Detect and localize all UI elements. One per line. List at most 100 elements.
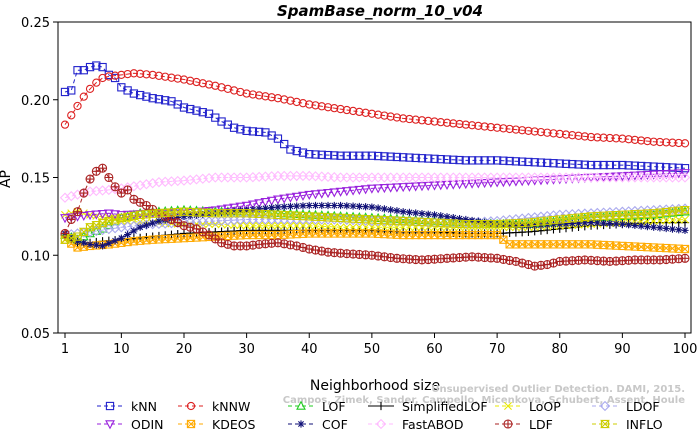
citation-line-2: Campos, Zimek, Sander, Campello, Micenko… [283,395,685,406]
data-point [543,158,552,168]
x-tick-label: 10 [113,342,130,357]
data-point [248,90,258,99]
data-point [518,157,527,166]
data-point [192,211,201,219]
data-point [668,216,677,225]
data-point [612,220,620,228]
data-point [474,217,482,225]
data-point [574,160,583,169]
data-point [255,221,264,230]
data-point [248,221,257,230]
data-point [392,152,402,162]
data-point [298,99,308,108]
data-point [336,151,345,160]
data-point [92,61,101,70]
data-point [298,221,307,230]
data-point [199,210,207,219]
data-point [411,115,420,124]
series-ldf [60,163,690,271]
data-point [674,215,683,224]
series-line [64,72,686,144]
legend-swatch-marker [186,401,196,411]
legend-swatch-marker [105,420,115,430]
data-point [286,96,295,105]
data-point [255,205,263,213]
series-inflo [60,206,690,244]
x-tick-label: 1 [61,342,69,357]
data-point [455,155,464,165]
data-point [267,93,276,102]
data-point [561,130,571,139]
data-point [310,190,321,200]
data-point [305,150,314,159]
data-point [229,203,240,213]
data-point [681,215,689,224]
data-point [97,210,108,220]
legend-item-loop: LoOP [495,399,561,414]
legend-label: LoOP [529,399,561,414]
data-point [518,126,527,135]
data-point [148,94,157,103]
data-point [674,138,683,148]
data-point [229,86,239,95]
data-point [311,222,320,231]
data-point [636,210,647,220]
data-point [73,101,82,111]
data-point [661,208,672,218]
data-point [467,156,477,165]
data-point [556,220,564,228]
data-point [85,174,95,184]
data-point [424,210,432,218]
x-tick-label: 50 [364,342,381,357]
data-point [161,72,170,81]
data-point [630,161,640,170]
data-point [593,160,602,170]
data-point [355,202,363,211]
data-point [599,219,608,227]
data-point [648,209,659,219]
data-point [324,222,333,231]
data-point [149,219,157,227]
data-point [637,222,645,230]
data-point [280,139,289,149]
data-point [186,76,195,85]
data-point [680,244,690,254]
data-point [580,160,589,169]
data-point [60,87,70,97]
data-point [343,202,351,210]
data-point [298,148,308,157]
data-point [655,137,665,147]
y-axis-label: AP [0,170,14,188]
data-point [380,111,389,120]
data-point [436,117,445,127]
y-tick-label: 0.10 [21,249,50,264]
data-point [573,174,584,184]
data-point [136,90,145,100]
legend-swatch-marker [375,418,387,430]
data-point [242,89,251,98]
data-point [681,226,689,234]
data-point [385,183,396,193]
data-point [643,217,652,226]
data-point [430,211,439,219]
data-point [380,152,389,161]
data-point [487,219,495,227]
data-point [460,179,471,190]
data-point [305,201,313,210]
data-point [223,84,232,94]
data-point [455,119,464,129]
data-point [392,113,402,122]
data-point [680,169,690,179]
data-point [124,230,132,239]
data-point [292,221,301,230]
data-point [568,159,577,169]
data-point [643,136,652,146]
series-knnw [60,69,690,148]
series-line [64,211,686,228]
data-point [417,116,427,125]
legend-label: kNNW [212,399,250,414]
legend-swatch-marker [105,401,115,411]
data-point [161,96,170,105]
data-point [110,210,121,220]
